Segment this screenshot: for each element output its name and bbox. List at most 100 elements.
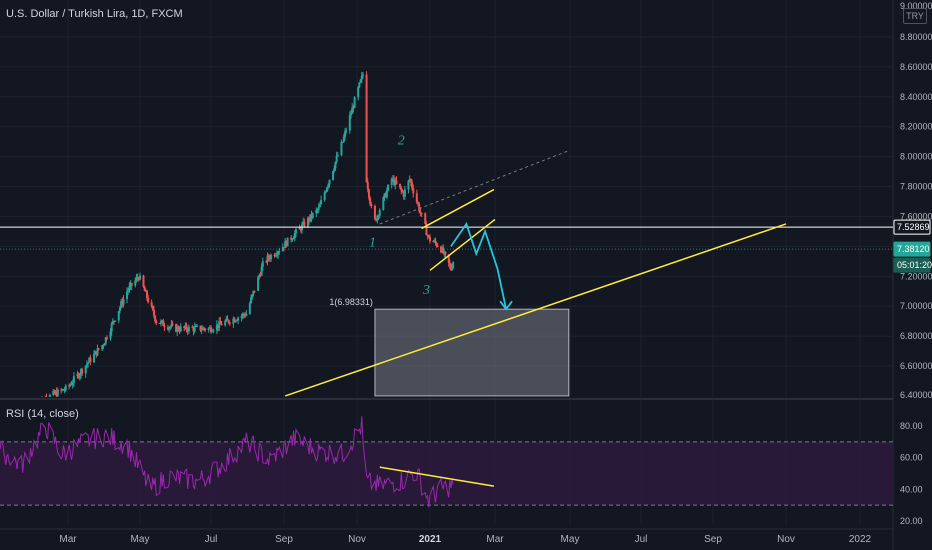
candle-body [274,255,277,257]
candle-body [310,214,313,218]
candle-body [191,326,194,328]
wave-label-1: 1 [369,235,376,250]
candle-body [235,320,238,322]
candle-body [309,214,312,221]
horizontal-line-price-tag-bg [893,219,931,235]
candle-body [408,179,411,181]
countdown-tag[interactable]: 05:01:20 [893,257,932,273]
candle-body [367,189,370,198]
candle-body [268,258,271,260]
candle-body [342,136,345,142]
candle-body [70,384,73,386]
candle-body [208,327,211,329]
candle-body [286,237,289,247]
projection-arrow-head[interactable] [499,300,513,311]
candle-body [273,255,276,257]
price-tick-label: 7.60000 [900,211,932,221]
candle-body [340,141,343,156]
candle-body [417,202,420,205]
range-box-rect[interactable] [374,308,570,397]
candle-body [394,180,397,186]
currency-badge[interactable]: TRY [903,8,927,24]
candle-body [62,389,65,391]
wave-label-3: 3 [422,283,430,298]
candle-body [96,348,99,356]
candle-body [162,320,165,327]
candle-body [332,171,335,180]
candle-body [126,291,129,300]
candle-body [154,315,157,322]
candle-body [401,190,404,193]
candle-body [121,301,124,305]
candle-body [360,75,363,80]
candle-body [370,204,373,206]
grid-lines [0,0,894,550]
time-tick-label: Jul [635,534,648,545]
candle-body [420,212,423,214]
candle-body [298,227,301,230]
candle-body [385,190,388,198]
candle-body [76,373,79,377]
candle-body [245,313,248,316]
candle-body [94,351,97,354]
candle-body [194,325,197,327]
candle-body [267,255,270,259]
candle-body [102,345,105,347]
candle-body [103,343,106,346]
rsi-trendline[interactable] [379,466,495,487]
candle-body [52,390,55,395]
candle-body [204,328,207,331]
candle-body [218,321,221,328]
candle-body [257,277,260,291]
candle-body [129,283,132,287]
price-tick-label: 7.00000 [900,301,932,311]
candle-body [79,369,82,375]
candle-body [178,330,181,332]
candle-body [203,327,206,329]
price-tick-label: 7.80000 [900,182,932,192]
price-tick-label: 8.60000 [900,62,932,72]
candle-body [68,385,71,387]
rsi-title: RSI (14, close) [6,408,79,420]
candle-body [242,313,245,315]
trendline-dashed-extension[interactable] [379,150,569,225]
candle-body [95,351,98,356]
candle-body [225,318,228,322]
horizontal-line-price-tag[interactable]: 7.52869 [893,219,931,235]
candle-body [424,213,427,225]
last-price-tag[interactable]: 7.38120 [893,241,931,257]
drawings[interactable] [0,150,893,397]
candle-body [260,266,263,276]
price-tick-label-partial: 6.40000 [900,390,932,400]
candle-body [210,327,212,332]
candle-body [54,391,57,394]
wave-label-2: 2 [398,134,405,149]
candle-body [335,155,338,162]
chart-title: U.S. Dollar / Turkish Lira, 1D, FXCM [6,8,183,20]
range-box[interactable] [374,308,570,397]
candle-body [411,182,414,189]
fib-level-label: 1(6.98331) [329,297,373,307]
candle-body [161,320,164,322]
projection-arrow-path[interactable] [450,221,507,310]
candle-body [333,168,336,172]
candle-body [105,337,108,339]
trendline-channel-lower[interactable] [429,218,496,271]
candle-body [441,247,444,253]
candle-body [196,325,199,327]
candle-body [166,327,169,330]
candle-body [369,197,372,205]
candle-body [391,178,394,180]
candle-body [344,131,347,137]
candle-body [215,324,218,331]
candle-body [101,345,104,350]
trendline-support[interactable] [284,223,787,397]
candle-body [336,155,339,157]
candle-body [233,318,236,322]
candle-body [130,283,133,286]
candle-body [200,329,203,331]
candle-body [376,215,379,221]
candle-body [60,389,63,391]
trendline-channel-upper[interactable] [421,188,495,230]
